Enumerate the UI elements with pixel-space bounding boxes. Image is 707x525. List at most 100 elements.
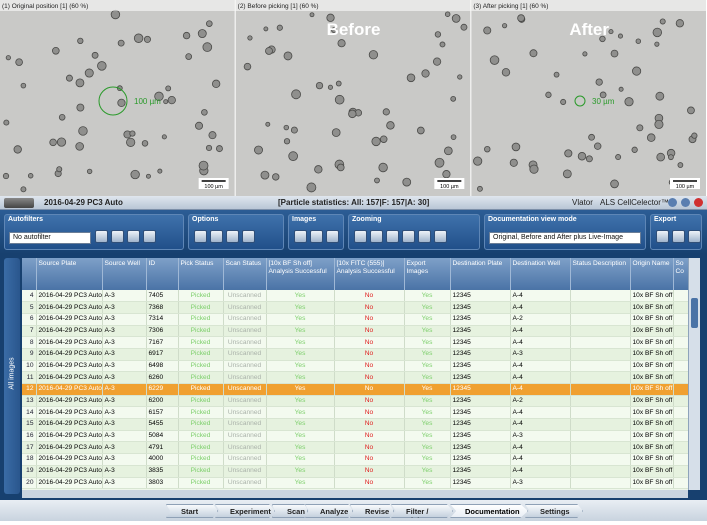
table-row[interactable]: 20 2016-04-29 PC3 Auto A-3 3803 Picked Unscan… — [22, 477, 688, 490]
cell — [5, 55, 11, 61]
table-cell: Yes — [266, 336, 335, 349]
cell — [615, 154, 622, 161]
table-cell: Picked — [178, 453, 224, 466]
table-cell: 2016-04-29 PC3 Auto — [36, 395, 103, 408]
table-cell: No — [334, 418, 405, 431]
table-cell: A-3 — [102, 325, 147, 338]
table-row[interactable]: 18 2016-04-29 PC3 Auto A-3 4000 Picked Unscan… — [22, 453, 688, 466]
cell — [97, 61, 107, 71]
nav-button[interactable]: Filter / Pick — [391, 504, 453, 518]
table-cell: 12345 — [450, 336, 511, 349]
table-cell: Unscanned — [223, 418, 267, 431]
nav-button[interactable]: Experiment — [215, 504, 275, 518]
nav-button[interactable]: Settings — [525, 504, 583, 518]
table-cell-empty — [673, 383, 688, 396]
cell — [675, 19, 684, 28]
cell — [58, 114, 66, 121]
cell — [337, 39, 346, 48]
table-cell: 12345 — [450, 290, 511, 303]
cell — [432, 57, 442, 66]
tool-button[interactable] — [354, 230, 367, 243]
tool-button[interactable] — [95, 230, 108, 243]
cell — [582, 51, 588, 57]
table-row[interactable]: 5 2016-04-29 PC3 Auto A-3 7368 Picked Unscann… — [22, 301, 688, 314]
tool-button[interactable] — [402, 230, 415, 243]
tool-button[interactable] — [370, 230, 383, 243]
table-cell: 5455 — [146, 418, 179, 431]
table-row[interactable]: 12 2016-04-29 PC3 Auto A-3 6229 Picked Unscan… — [22, 383, 688, 396]
table-cell: Yes — [404, 418, 451, 431]
table-cell: Yes — [266, 290, 335, 303]
horizontal-scrollbar[interactable] — [22, 490, 688, 498]
scroll-thumb[interactable] — [691, 298, 698, 328]
table-row[interactable]: 16 2016-04-29 PC3 Auto A-3 5084 Picked Unscan… — [22, 430, 688, 443]
cell — [2, 172, 10, 180]
table-row[interactable]: 9 2016-04-29 PC3 Auto A-3 6917 Picked Unscann… — [22, 348, 688, 361]
cell — [327, 84, 333, 90]
nav-button[interactable]: Analyze — [305, 504, 353, 518]
tool-button[interactable] — [326, 230, 339, 243]
tool-button[interactable] — [310, 230, 323, 243]
view-mode-dropdown[interactable]: Original, Before and After plus Live-Ima… — [489, 232, 641, 244]
table-cell-empty — [673, 301, 688, 314]
nav-button[interactable]: Scan — [272, 504, 308, 518]
row-number: 11 — [22, 371, 37, 384]
tool-button[interactable] — [194, 230, 207, 243]
table-row[interactable]: 14 2016-04-29 PC3 Auto A-3 6157 Picked Unscan… — [22, 406, 688, 420]
nav-button[interactable]: Documentation — [450, 504, 528, 518]
table-row[interactable]: 7 2016-04-29 PC3 Auto A-3 7306 Picked Unscann… — [22, 325, 688, 338]
tool-button[interactable] — [418, 230, 431, 243]
tool-button[interactable] — [386, 230, 399, 243]
tool-button[interactable] — [434, 230, 447, 243]
table-row[interactable]: 17 2016-04-29 PC3 Auto A-3 4791 Picked Unscan… — [22, 441, 688, 455]
tool-button[interactable] — [672, 230, 685, 243]
table-row[interactable]: 10 2016-04-29 PC3 Auto A-3 6498 Picked Unscan… — [22, 360, 688, 373]
tool-button[interactable] — [210, 230, 223, 243]
cell — [283, 138, 291, 145]
table-row[interactable]: 19 2016-04-29 PC3 Auto A-3 3835 Picked Unscan… — [22, 465, 688, 478]
table-cell: No — [334, 477, 405, 490]
tool-button[interactable] — [127, 230, 140, 243]
table-row[interactable]: 15 2016-04-29 PC3 Auto A-3 5455 Picked Unscan… — [22, 418, 688, 431]
cell — [483, 26, 492, 35]
table-row[interactable]: 6 2016-04-29 PC3 Auto A-3 7314 Picked Unscann… — [22, 313, 688, 326]
minimize-button[interactable] — [681, 198, 690, 207]
tool-button[interactable] — [294, 230, 307, 243]
column-header: Status Description — [570, 258, 631, 290]
table-cell: Picked — [178, 301, 224, 314]
table-cell: 12345 — [450, 360, 511, 373]
window-icons — [4, 198, 34, 208]
tool-button[interactable] — [688, 230, 701, 243]
table-cell: 3835 — [146, 465, 179, 478]
cell — [560, 98, 567, 105]
vertical-scrollbar[interactable] — [688, 258, 700, 490]
nav-button[interactable]: Start — [166, 504, 218, 518]
table-row[interactable]: 11 2016-04-29 PC3 Auto A-3 6260 Picked Unscan… — [22, 371, 688, 384]
row-number: 6 — [22, 313, 37, 326]
cell — [545, 91, 552, 98]
tool-button[interactable] — [226, 230, 239, 243]
tool-button[interactable] — [111, 230, 124, 243]
table-cell: 10x BF Sh off — [630, 465, 674, 478]
tool-button[interactable] — [143, 230, 156, 243]
cell — [509, 158, 518, 167]
table-cell: A-3 — [102, 383, 147, 396]
nav-button[interactable]: Revise — [350, 504, 394, 518]
table-cell-empty — [570, 325, 631, 338]
tool-button[interactable] — [656, 230, 669, 243]
autofilter-dropdown[interactable]: No autofilter — [9, 232, 91, 244]
scale-bar-bg — [434, 178, 465, 189]
table-cell: 6157 — [146, 406, 179, 420]
help-button[interactable] — [668, 198, 677, 207]
table-row[interactable]: 13 2016-04-29 PC3 Auto A-3 6200 Picked Unscan… — [22, 395, 688, 408]
scale-bar-label: 100 µm — [204, 184, 223, 190]
cell — [599, 91, 607, 99]
table-cell: 10x BF Sh off — [630, 406, 674, 420]
table-row[interactable]: 8 2016-04-29 PC3 Auto A-3 7167 Picked Unscann… — [22, 336, 688, 349]
tool-button[interactable] — [242, 230, 255, 243]
cell — [608, 29, 614, 35]
table-row[interactable]: 4 2016-04-29 PC3 Auto A-3 7405 Picked Unscann… — [22, 290, 688, 303]
side-tab[interactable] — [4, 258, 20, 494]
close-button[interactable] — [694, 198, 703, 207]
